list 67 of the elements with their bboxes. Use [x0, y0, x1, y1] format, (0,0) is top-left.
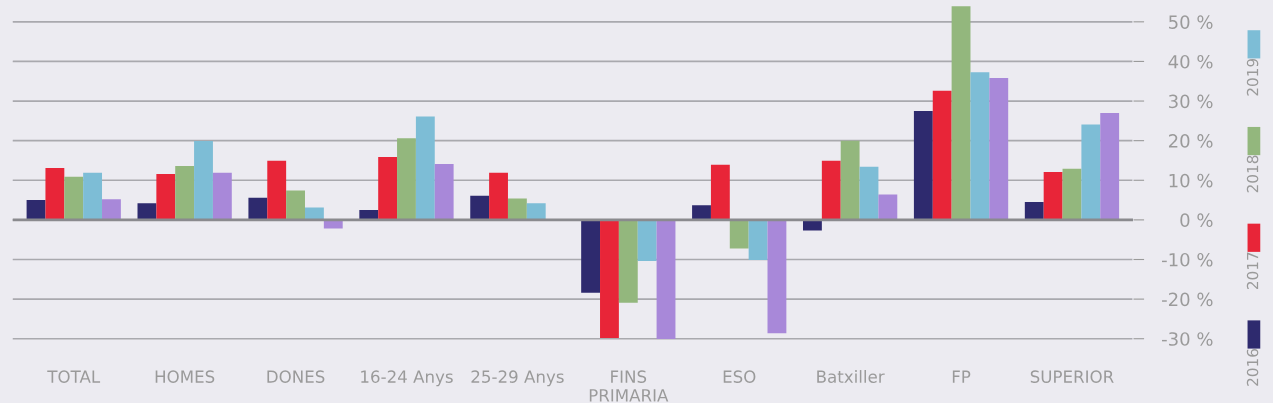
- x-tick-label: ESO: [723, 370, 756, 383]
- y-tick-label: 10 %: [1169, 173, 1213, 188]
- y-tick-label: 40 %: [1168, 54, 1213, 69]
- y-tick-label: 50 %: [1169, 15, 1213, 29]
- bar: [951, 6, 971, 220]
- bar: [803, 219, 822, 231]
- bar: [286, 190, 305, 220]
- x-tick-label: DONES: [267, 370, 325, 383]
- y-tick-label: 20 %: [1168, 134, 1213, 148]
- bar: [526, 203, 546, 220]
- x-tick-label: Batxiller: [817, 370, 885, 383]
- bar: [489, 172, 508, 220]
- legend-label: 2018: [1246, 155, 1259, 193]
- bar: [859, 166, 879, 220]
- bar: [748, 219, 768, 260]
- bar: [840, 140, 860, 220]
- y-tick-label: -30 %: [1162, 332, 1213, 346]
- bar: [507, 198, 527, 220]
- y-tick-label: -10 %: [1162, 252, 1213, 267]
- bar: [600, 219, 619, 338]
- x-tick-label: SUPERIOR: [1030, 370, 1114, 383]
- bar: [267, 160, 287, 220]
- bar: [1024, 202, 1044, 220]
- bar: [656, 219, 676, 340]
- bar: [767, 219, 787, 334]
- bar: [932, 90, 952, 220]
- bar: [248, 197, 268, 220]
- bar: [729, 219, 749, 249]
- y-tick-label: 30 %: [1169, 94, 1213, 109]
- bar: [175, 166, 195, 220]
- bar: [581, 219, 601, 293]
- bar: [970, 72, 990, 220]
- bar: [102, 199, 121, 220]
- bar: [1043, 171, 1063, 220]
- bar: [821, 160, 841, 220]
- legend-label: 2016: [1246, 348, 1259, 386]
- bar: [64, 176, 84, 220]
- x-tick-label: 25-29 Anys: [471, 370, 564, 387]
- x-tick-label: HOMES: [155, 370, 215, 383]
- bar: [323, 219, 343, 229]
- x-tick-label: 16-24 Anys: [361, 370, 453, 387]
- bar: [470, 195, 490, 220]
- bar: [415, 116, 435, 220]
- legend-label: 2019: [1246, 58, 1259, 96]
- bar: [194, 141, 213, 220]
- bar: [878, 194, 898, 220]
- bar: [434, 164, 454, 220]
- bar: [83, 172, 103, 220]
- bar: [45, 167, 65, 220]
- x-tick-label: FINS PRIMARIA: [589, 370, 669, 402]
- bar: [1081, 124, 1101, 220]
- bar: [1062, 168, 1082, 220]
- bar: [710, 164, 730, 220]
- bar: [378, 156, 398, 220]
- y-tick-label: -20 %: [1162, 292, 1213, 307]
- bar: [1100, 112, 1120, 220]
- x-tick-label: TOTAL: [47, 370, 101, 383]
- bar: [397, 138, 416, 220]
- bar: [618, 219, 638, 303]
- x-tick-label: FP: [952, 370, 971, 383]
- legend-label: 2017: [1246, 252, 1259, 290]
- bar: [156, 173, 176, 220]
- y-tick-label: 0 %: [1180, 213, 1213, 227]
- bar: [989, 78, 1009, 220]
- bar: [637, 219, 657, 262]
- bar: [212, 172, 232, 220]
- bar: [913, 110, 933, 220]
